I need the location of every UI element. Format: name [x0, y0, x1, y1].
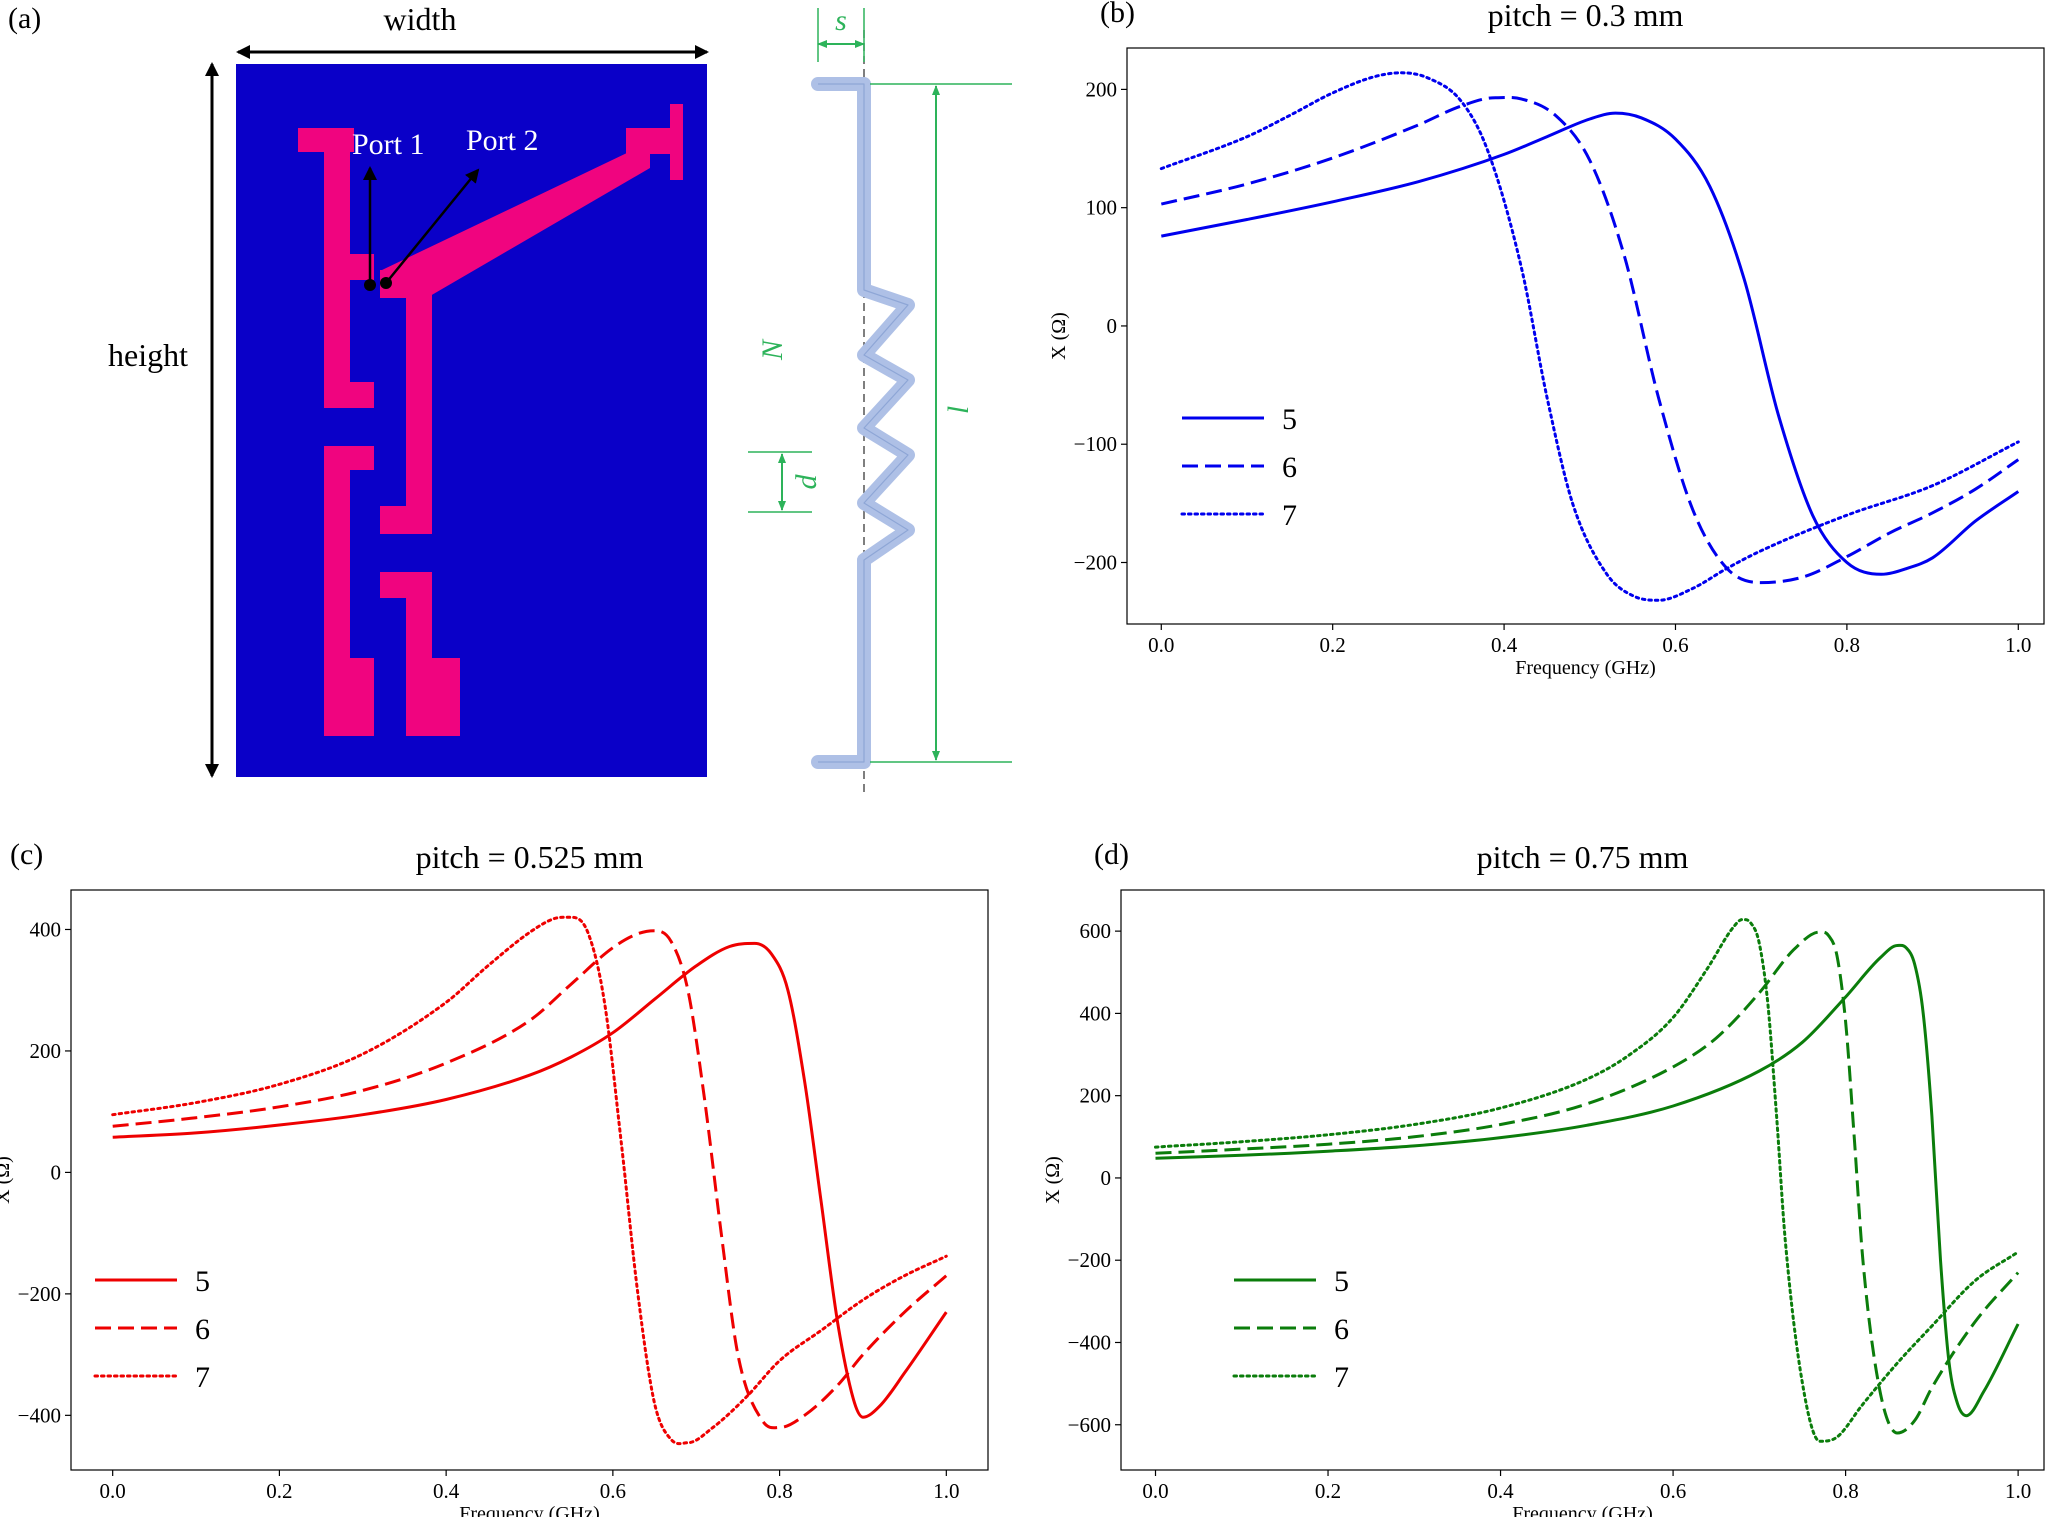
y-tick-label: 400	[1080, 1001, 1112, 1025]
y-tick-label: 0	[1101, 1166, 1112, 1190]
series-line-7	[111, 915, 948, 1446]
x-tick-label: 0.0	[1148, 633, 1174, 657]
y-tick-label: −200	[1074, 550, 1117, 574]
series-line-5	[1161, 111, 2020, 576]
y-tick-label: 200	[1086, 77, 1118, 101]
x-axis-label: Frequency (GHz)	[459, 1503, 600, 1517]
panel-d-chart: (d) pitch = 0.75 mm 0.0 0.2 0.4 0.6 0.8 1.0 −600…	[1042, 838, 2045, 1517]
x-axis-label: Frequency (GHz)	[1515, 657, 1656, 679]
y-tick-label: 400	[30, 917, 62, 941]
panel-c-label: (c)	[10, 838, 43, 871]
legend-entry-6: 6	[195, 1313, 210, 1346]
panel-c-title: pitch = 0.525 mm	[416, 839, 644, 875]
series-line-5	[112, 941, 948, 1419]
antenna-traces	[298, 104, 683, 736]
panel-b-title: pitch = 0.3 mm	[1488, 0, 1684, 33]
width-label: width	[384, 1, 457, 37]
panel-a: (a) width height	[8, 1, 1012, 792]
y-axis-label: X (Ω)	[1048, 312, 1070, 360]
y-tick-label: 0	[1107, 314, 1118, 338]
plot-frame	[70, 889, 989, 1471]
spring-label-l: l	[942, 406, 975, 414]
port-2-arrow	[385, 168, 480, 284]
series-line-5	[1155, 943, 2020, 1418]
y-tick-label: 100	[1086, 196, 1118, 220]
legend-entry-7: 7	[1334, 1361, 1349, 1394]
panel-b-label: (b)	[1100, 0, 1135, 29]
x-tick-label: 0.2	[266, 1479, 292, 1503]
panel-d-label: (d)	[1094, 838, 1129, 871]
series-line-7	[1159, 71, 2020, 602]
x-tick-label: 0.4	[1491, 633, 1518, 657]
y-tick-label: −200	[1068, 1248, 1111, 1272]
spring-label-d: d	[790, 474, 823, 490]
y-tick-label: 0	[51, 1160, 62, 1184]
panel-d-title: pitch = 0.75 mm	[1477, 839, 1689, 875]
x-tick-label: 1.0	[2005, 633, 2031, 657]
y-tick-label: 200	[30, 1039, 62, 1063]
legend-entry-5: 5	[195, 1265, 210, 1298]
x-tick-label: 0.8	[766, 1479, 792, 1503]
series-line-6	[1160, 95, 2020, 585]
panel-a-label: (a)	[8, 2, 41, 35]
legend-entry-7: 7	[195, 1361, 210, 1394]
port-1-label: Port 1	[352, 128, 425, 161]
x-tick-label: 0.2	[1320, 633, 1346, 657]
x-tick-label: 1.0	[933, 1479, 959, 1503]
port-2-label: Port 2	[466, 124, 539, 157]
y-axis-label: X (Ω)	[0, 1156, 14, 1204]
x-tick-label: 0.0	[100, 1479, 126, 1503]
x-tick-label: 0.4	[1487, 1479, 1514, 1503]
x-tick-label: 0.6	[1660, 1479, 1686, 1503]
y-tick-label: −600	[1068, 1413, 1111, 1437]
series-line-6	[1155, 930, 2020, 1435]
y-tick-label: 600	[1080, 919, 1112, 943]
legend-entry-5: 5	[1282, 403, 1297, 436]
spring-dimensions	[748, 8, 1012, 763]
x-tick-label: 0.2	[1315, 1479, 1341, 1503]
y-tick-label: −100	[1074, 432, 1117, 456]
x-tick-label: 0.8	[1832, 1479, 1858, 1503]
x-tick-label: 0.0	[1142, 1479, 1168, 1503]
x-tick-label: 0.8	[1834, 633, 1860, 657]
legend-entry-7: 7	[1282, 499, 1297, 532]
plot-frame	[1120, 889, 2045, 1471]
y-tick-label: −200	[18, 1282, 61, 1306]
x-tick-label: 1.0	[2005, 1479, 2031, 1503]
legend-entry-5: 5	[1334, 1265, 1349, 1298]
height-label: height	[108, 337, 188, 373]
y-tick-label: 200	[1080, 1084, 1112, 1108]
x-tick-label: 0.6	[600, 1479, 626, 1503]
plot-frame	[1126, 47, 2045, 625]
y-tick-label: −400	[18, 1403, 61, 1427]
spring-coil	[811, 77, 915, 769]
x-tick-label: 0.6	[1662, 633, 1688, 657]
x-axis-label: Frequency (GHz)	[1512, 1503, 1653, 1517]
panel-c-chart: (c) pitch = 0.525 mm 0.0 0.2 0.4 0.6 0.8 1.0 −40…	[0, 838, 989, 1517]
legend-entry-6: 6	[1282, 451, 1297, 484]
legend-entry-6: 6	[1334, 1313, 1349, 1346]
x-tick-label: 0.4	[433, 1479, 460, 1503]
series-line-6	[112, 929, 948, 1430]
panel-b-chart: (b) pitch = 0.3 mm 0.0 0.2 0.4 0.6 0.8 1.0 −200 −…	[1048, 0, 2045, 679]
series-line-7	[1154, 918, 2020, 1443]
y-axis-label: X (Ω)	[1042, 1156, 1064, 1204]
spring-label-n: N	[756, 338, 789, 361]
spring-coil-outline	[818, 83, 909, 763]
y-tick-label: −400	[1068, 1330, 1111, 1354]
spring-label-s: s	[835, 4, 847, 37]
